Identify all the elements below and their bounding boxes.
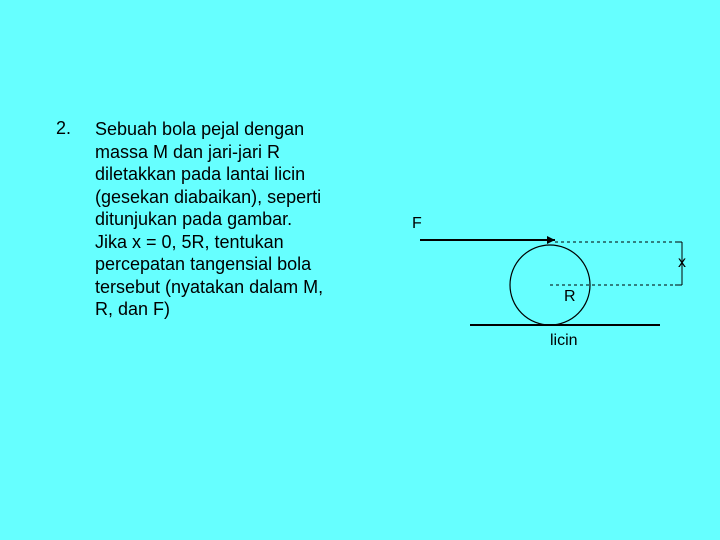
radius-label: R	[564, 288, 576, 306]
diagram-svg	[400, 200, 690, 370]
slide: 2. Sebuah bola pejal dengan massa M dan …	[0, 0, 720, 540]
x-distance-label: x	[678, 254, 686, 272]
force-label: F	[412, 215, 422, 233]
problem-number: 2.	[56, 118, 71, 139]
diagram: F x R licin	[400, 200, 690, 370]
floor-label: licin	[550, 332, 578, 350]
problem-text: Sebuah bola pejal dengan massa M dan jar…	[95, 118, 325, 321]
